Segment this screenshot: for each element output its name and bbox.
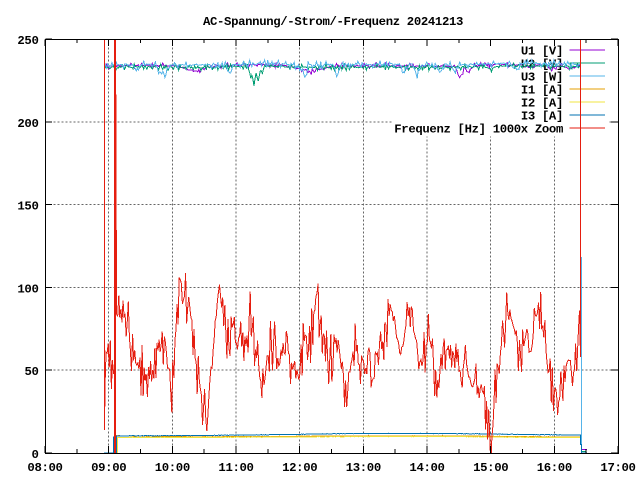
svg-text:13:00: 13:00: [346, 461, 381, 475]
svg-text:U1 [V]: U1 [V]: [521, 44, 563, 58]
svg-text:14:00: 14:00: [409, 461, 444, 475]
svg-text:250: 250: [17, 34, 38, 48]
svg-text:09:00: 09:00: [91, 461, 126, 475]
svg-text:Frequenz [Hz] 1000x Zoom: Frequenz [Hz] 1000x Zoom: [394, 122, 563, 136]
svg-text:0: 0: [31, 448, 38, 462]
svg-text:11:00: 11:00: [218, 461, 253, 475]
svg-text:08:00: 08:00: [27, 461, 62, 475]
svg-text:I1 [A]: I1 [A]: [521, 83, 563, 97]
svg-text:50: 50: [24, 365, 38, 379]
svg-text:17:00: 17:00: [600, 461, 635, 475]
svg-text:150: 150: [17, 200, 38, 214]
svg-text:100: 100: [17, 282, 38, 296]
svg-text:12:00: 12:00: [282, 461, 317, 475]
svg-text:I2 [A]: I2 [A]: [521, 96, 563, 110]
svg-text:U3 [W]: U3 [W]: [521, 70, 563, 84]
svg-text:16:00: 16:00: [537, 461, 572, 475]
svg-text:AC-Spannung/-Strom/-Frequenz 2: AC-Spannung/-Strom/-Frequenz 20241213: [203, 15, 463, 29]
svg-text:10:00: 10:00: [155, 461, 190, 475]
svg-text:I3 [A]: I3 [A]: [521, 109, 563, 123]
svg-text:200: 200: [17, 117, 38, 131]
svg-text:15:00: 15:00: [473, 461, 508, 475]
